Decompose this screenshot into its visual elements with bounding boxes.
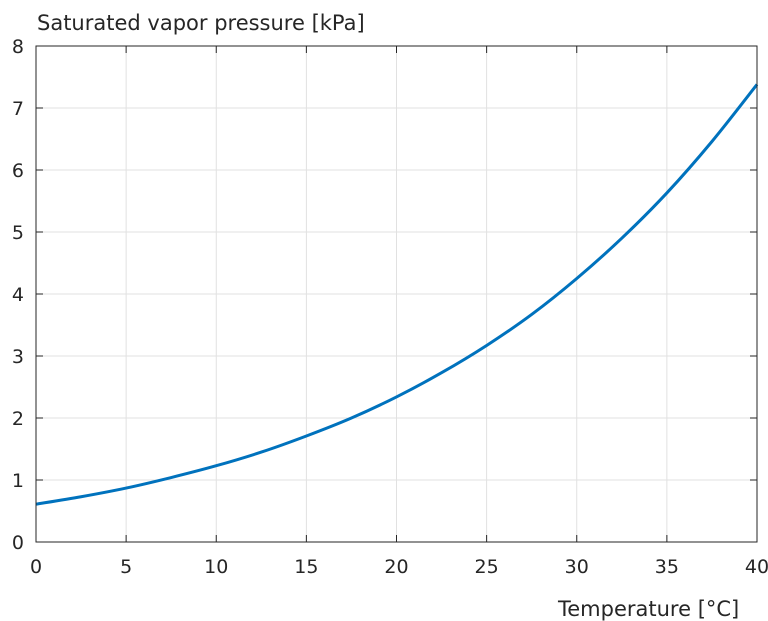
y-tick-label: 4 (12, 284, 24, 306)
x-tick-label: 35 (655, 556, 679, 578)
x-tick-label: 20 (384, 556, 408, 578)
y-tick-label: 3 (12, 346, 24, 368)
x-tick-label: 25 (475, 556, 499, 578)
y-tick-label: 1 (12, 470, 24, 492)
x-tick-label: 10 (204, 556, 228, 578)
series-layer (35, 83, 759, 506)
y-tick-label: 5 (12, 222, 24, 244)
x-tick-label: 0 (30, 556, 42, 578)
x-tick-label: 30 (565, 556, 589, 578)
ticks (35, 45, 758, 543)
y-axis-label: Saturated vapor pressure [kPa] (37, 11, 365, 35)
y-tick-labels: 0 1 2 3 4 5 6 7 8 (12, 36, 24, 554)
y-tick-label: 0 (12, 532, 24, 554)
y-tick-label: 7 (12, 98, 24, 120)
y-tick-label: 6 (12, 160, 24, 182)
x-tick-label: 5 (120, 556, 132, 578)
series-line (35, 83, 759, 506)
x-tick-label: 15 (294, 556, 318, 578)
x-tick-labels: 0 5 10 15 20 25 30 35 40 (30, 556, 768, 578)
y-tick-label: 8 (12, 36, 24, 58)
y-tick-label: 2 (12, 408, 24, 430)
x-axis-label: Temperature [°C] (557, 597, 739, 621)
gridlines (35, 45, 758, 543)
x-tick-label: 40 (745, 556, 768, 578)
